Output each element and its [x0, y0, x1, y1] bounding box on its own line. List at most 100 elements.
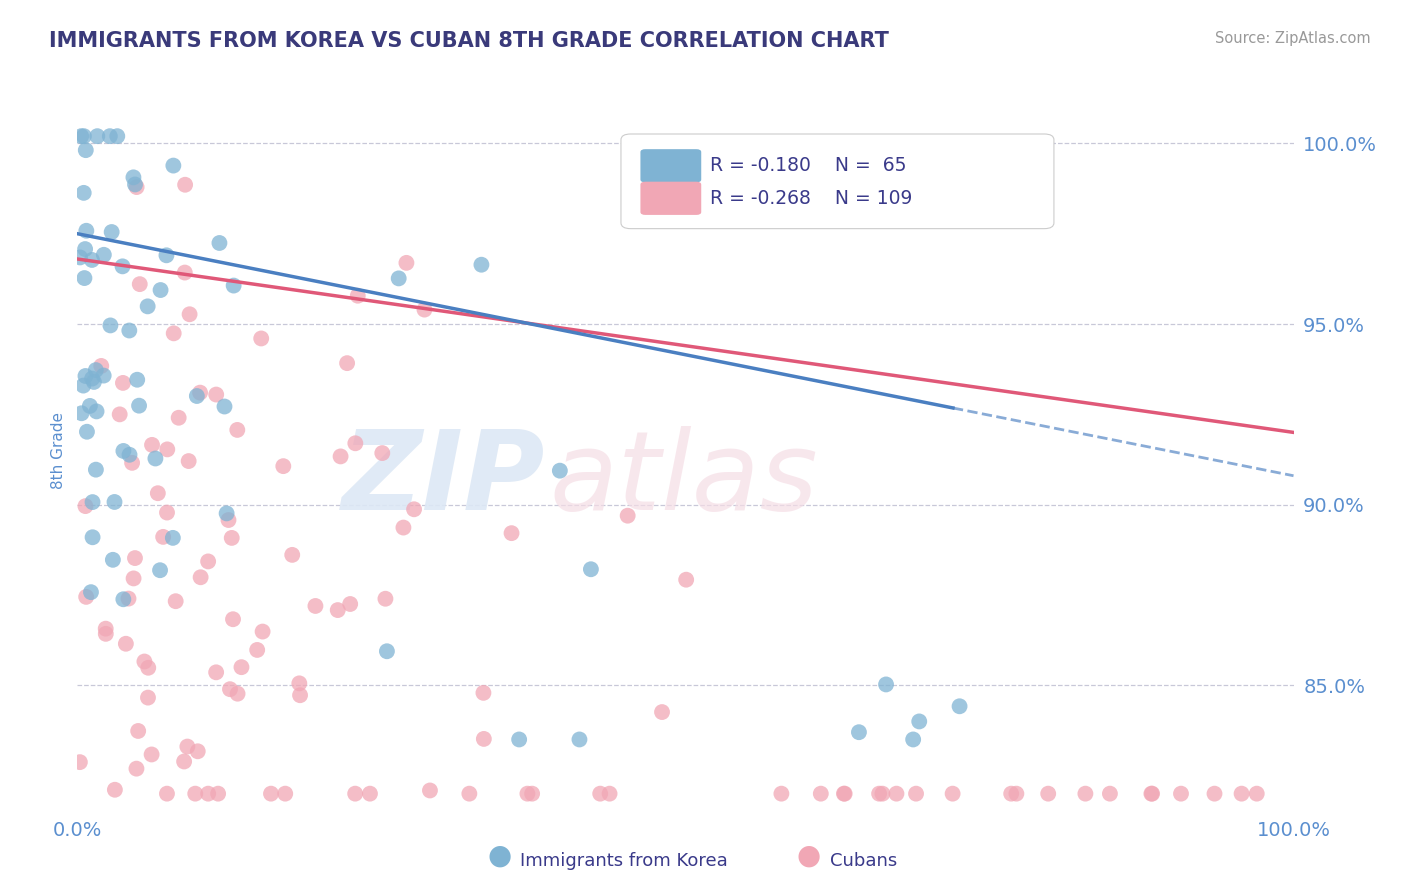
Point	[156, 442, 179, 457]
FancyBboxPatch shape	[621, 134, 1054, 228]
Point	[84, 463, 107, 477]
Point	[274, 787, 297, 801]
Point	[84, 363, 107, 377]
Point	[177, 454, 200, 468]
Point	[141, 438, 163, 452]
Point	[108, 408, 131, 422]
Point	[810, 787, 832, 801]
Point	[136, 299, 159, 313]
Point	[90, 359, 112, 373]
Text: ZIP: ZIP	[342, 425, 546, 533]
Point	[215, 507, 238, 521]
FancyBboxPatch shape	[640, 149, 702, 182]
Point	[122, 170, 145, 185]
Point	[156, 506, 179, 520]
Point	[770, 787, 793, 801]
Point	[579, 562, 602, 576]
Point	[93, 368, 115, 383]
Point	[548, 464, 571, 478]
Point	[167, 410, 190, 425]
Point	[1098, 787, 1121, 801]
Point	[124, 551, 146, 566]
Point	[336, 356, 359, 370]
Point	[901, 732, 924, 747]
Point	[886, 787, 908, 801]
Point	[281, 548, 304, 562]
Point	[118, 324, 141, 338]
Point	[205, 665, 228, 680]
Text: ●: ●	[796, 842, 821, 870]
Point	[221, 531, 243, 545]
Point	[125, 762, 148, 776]
Point	[121, 456, 143, 470]
Point	[94, 622, 117, 636]
Point	[75, 143, 97, 157]
Point	[82, 371, 104, 385]
Point	[834, 787, 856, 801]
Point	[1246, 787, 1268, 801]
Point	[470, 258, 492, 272]
Point	[187, 744, 209, 758]
Point	[872, 787, 894, 801]
Point	[75, 499, 97, 513]
Point	[190, 570, 212, 584]
Point	[75, 590, 97, 604]
Point	[413, 302, 436, 317]
Point	[589, 787, 612, 801]
Point	[162, 531, 184, 545]
Point	[82, 495, 104, 509]
Point	[404, 502, 426, 516]
Point	[75, 242, 97, 256]
Point	[246, 643, 269, 657]
Point	[207, 787, 229, 801]
Point	[942, 787, 965, 801]
Text: ●: ●	[486, 842, 512, 870]
Point	[156, 787, 179, 801]
Point	[70, 406, 93, 420]
Point	[1140, 787, 1163, 801]
Point	[371, 446, 394, 460]
Point	[145, 451, 167, 466]
Point	[344, 436, 367, 450]
Point	[86, 129, 108, 144]
Point	[520, 787, 543, 801]
Point	[288, 688, 311, 702]
Point	[149, 283, 172, 297]
Text: atlas: atlas	[550, 425, 818, 533]
Point	[388, 271, 411, 285]
Point	[616, 508, 638, 523]
Point	[832, 787, 855, 801]
Point	[599, 787, 621, 801]
Point	[112, 444, 135, 458]
Point	[141, 747, 163, 762]
Point	[93, 248, 115, 262]
Point	[152, 530, 174, 544]
Point	[222, 278, 245, 293]
Point	[73, 271, 96, 285]
Point	[1074, 787, 1097, 801]
Point	[222, 612, 245, 626]
Point	[218, 513, 240, 527]
Point	[339, 597, 361, 611]
Point	[100, 318, 122, 333]
Point	[1230, 787, 1253, 801]
Point	[76, 425, 98, 439]
Point	[136, 690, 159, 705]
Point	[1005, 787, 1028, 801]
Point	[174, 178, 197, 192]
Point	[101, 553, 124, 567]
Point	[122, 571, 145, 585]
Point	[155, 248, 177, 262]
Point	[136, 661, 159, 675]
Point	[165, 594, 187, 608]
Point	[197, 554, 219, 568]
Point	[868, 787, 890, 801]
Point	[214, 400, 236, 414]
Point	[73, 186, 96, 200]
Point	[472, 686, 495, 700]
Point	[128, 399, 150, 413]
Point	[104, 782, 127, 797]
Point	[75, 224, 97, 238]
Text: Source: ZipAtlas.com: Source: ZipAtlas.com	[1215, 31, 1371, 46]
Point	[100, 225, 122, 239]
